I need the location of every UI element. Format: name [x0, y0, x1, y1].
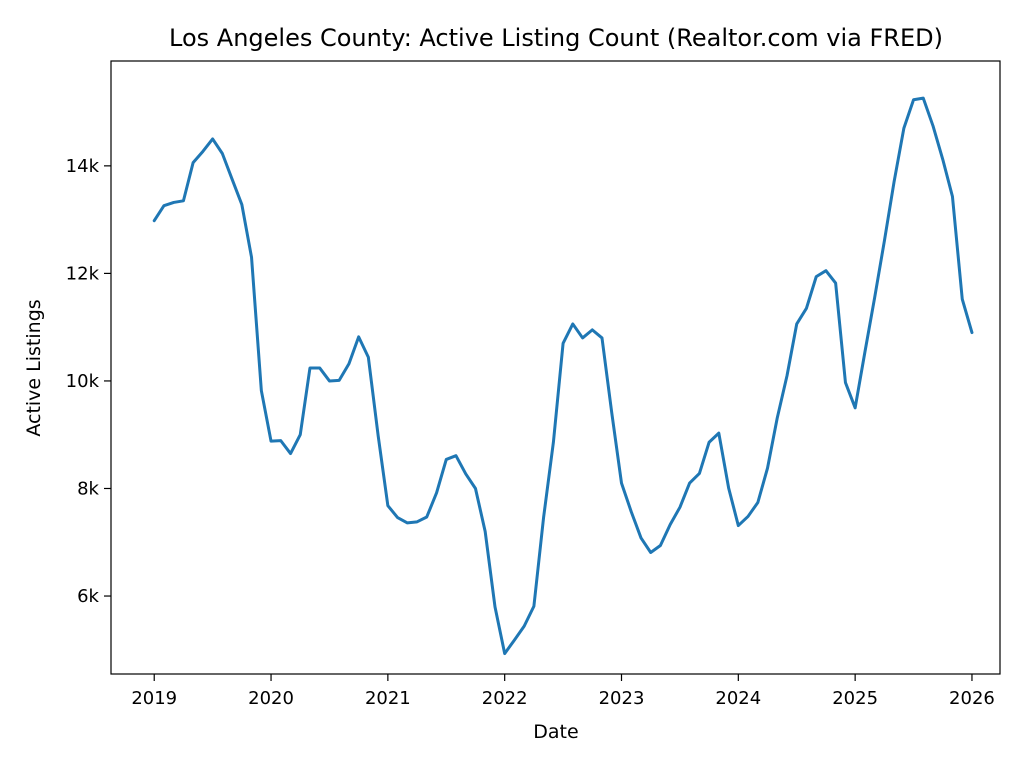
x-axis-label: Date	[533, 721, 578, 743]
y-axis: 6k 8k 10k 12k 14k	[66, 156, 111, 607]
series-line-0	[152, 96, 974, 656]
y-tick-label: 10k	[66, 371, 100, 392]
x-tick-label: 2022	[482, 688, 528, 709]
x-tick-label: 2025	[832, 688, 878, 709]
x-tick-label: 2023	[599, 688, 645, 709]
x-tick-label: 2026	[949, 688, 995, 709]
y-tick-label: 14k	[66, 156, 100, 177]
x-tick-label: 2021	[365, 688, 411, 709]
x-tick-label: 2019	[131, 688, 177, 709]
chart-title: Los Angeles County: Active Listing Count…	[169, 24, 943, 52]
y-axis-label: Active Listings	[23, 299, 45, 436]
y-tick-label: 12k	[66, 263, 100, 284]
plot-area	[152, 96, 974, 656]
plot-frame	[110, 60, 1001, 675]
x-tick-label: 2020	[248, 688, 294, 709]
y-tick-label: 6k	[77, 586, 99, 607]
x-axis: 2019 2020 2021 2022 2023 2024 2025 2026	[131, 674, 995, 709]
y-tick-label: 8k	[77, 478, 99, 499]
x-tick-label: 2024	[715, 688, 761, 709]
